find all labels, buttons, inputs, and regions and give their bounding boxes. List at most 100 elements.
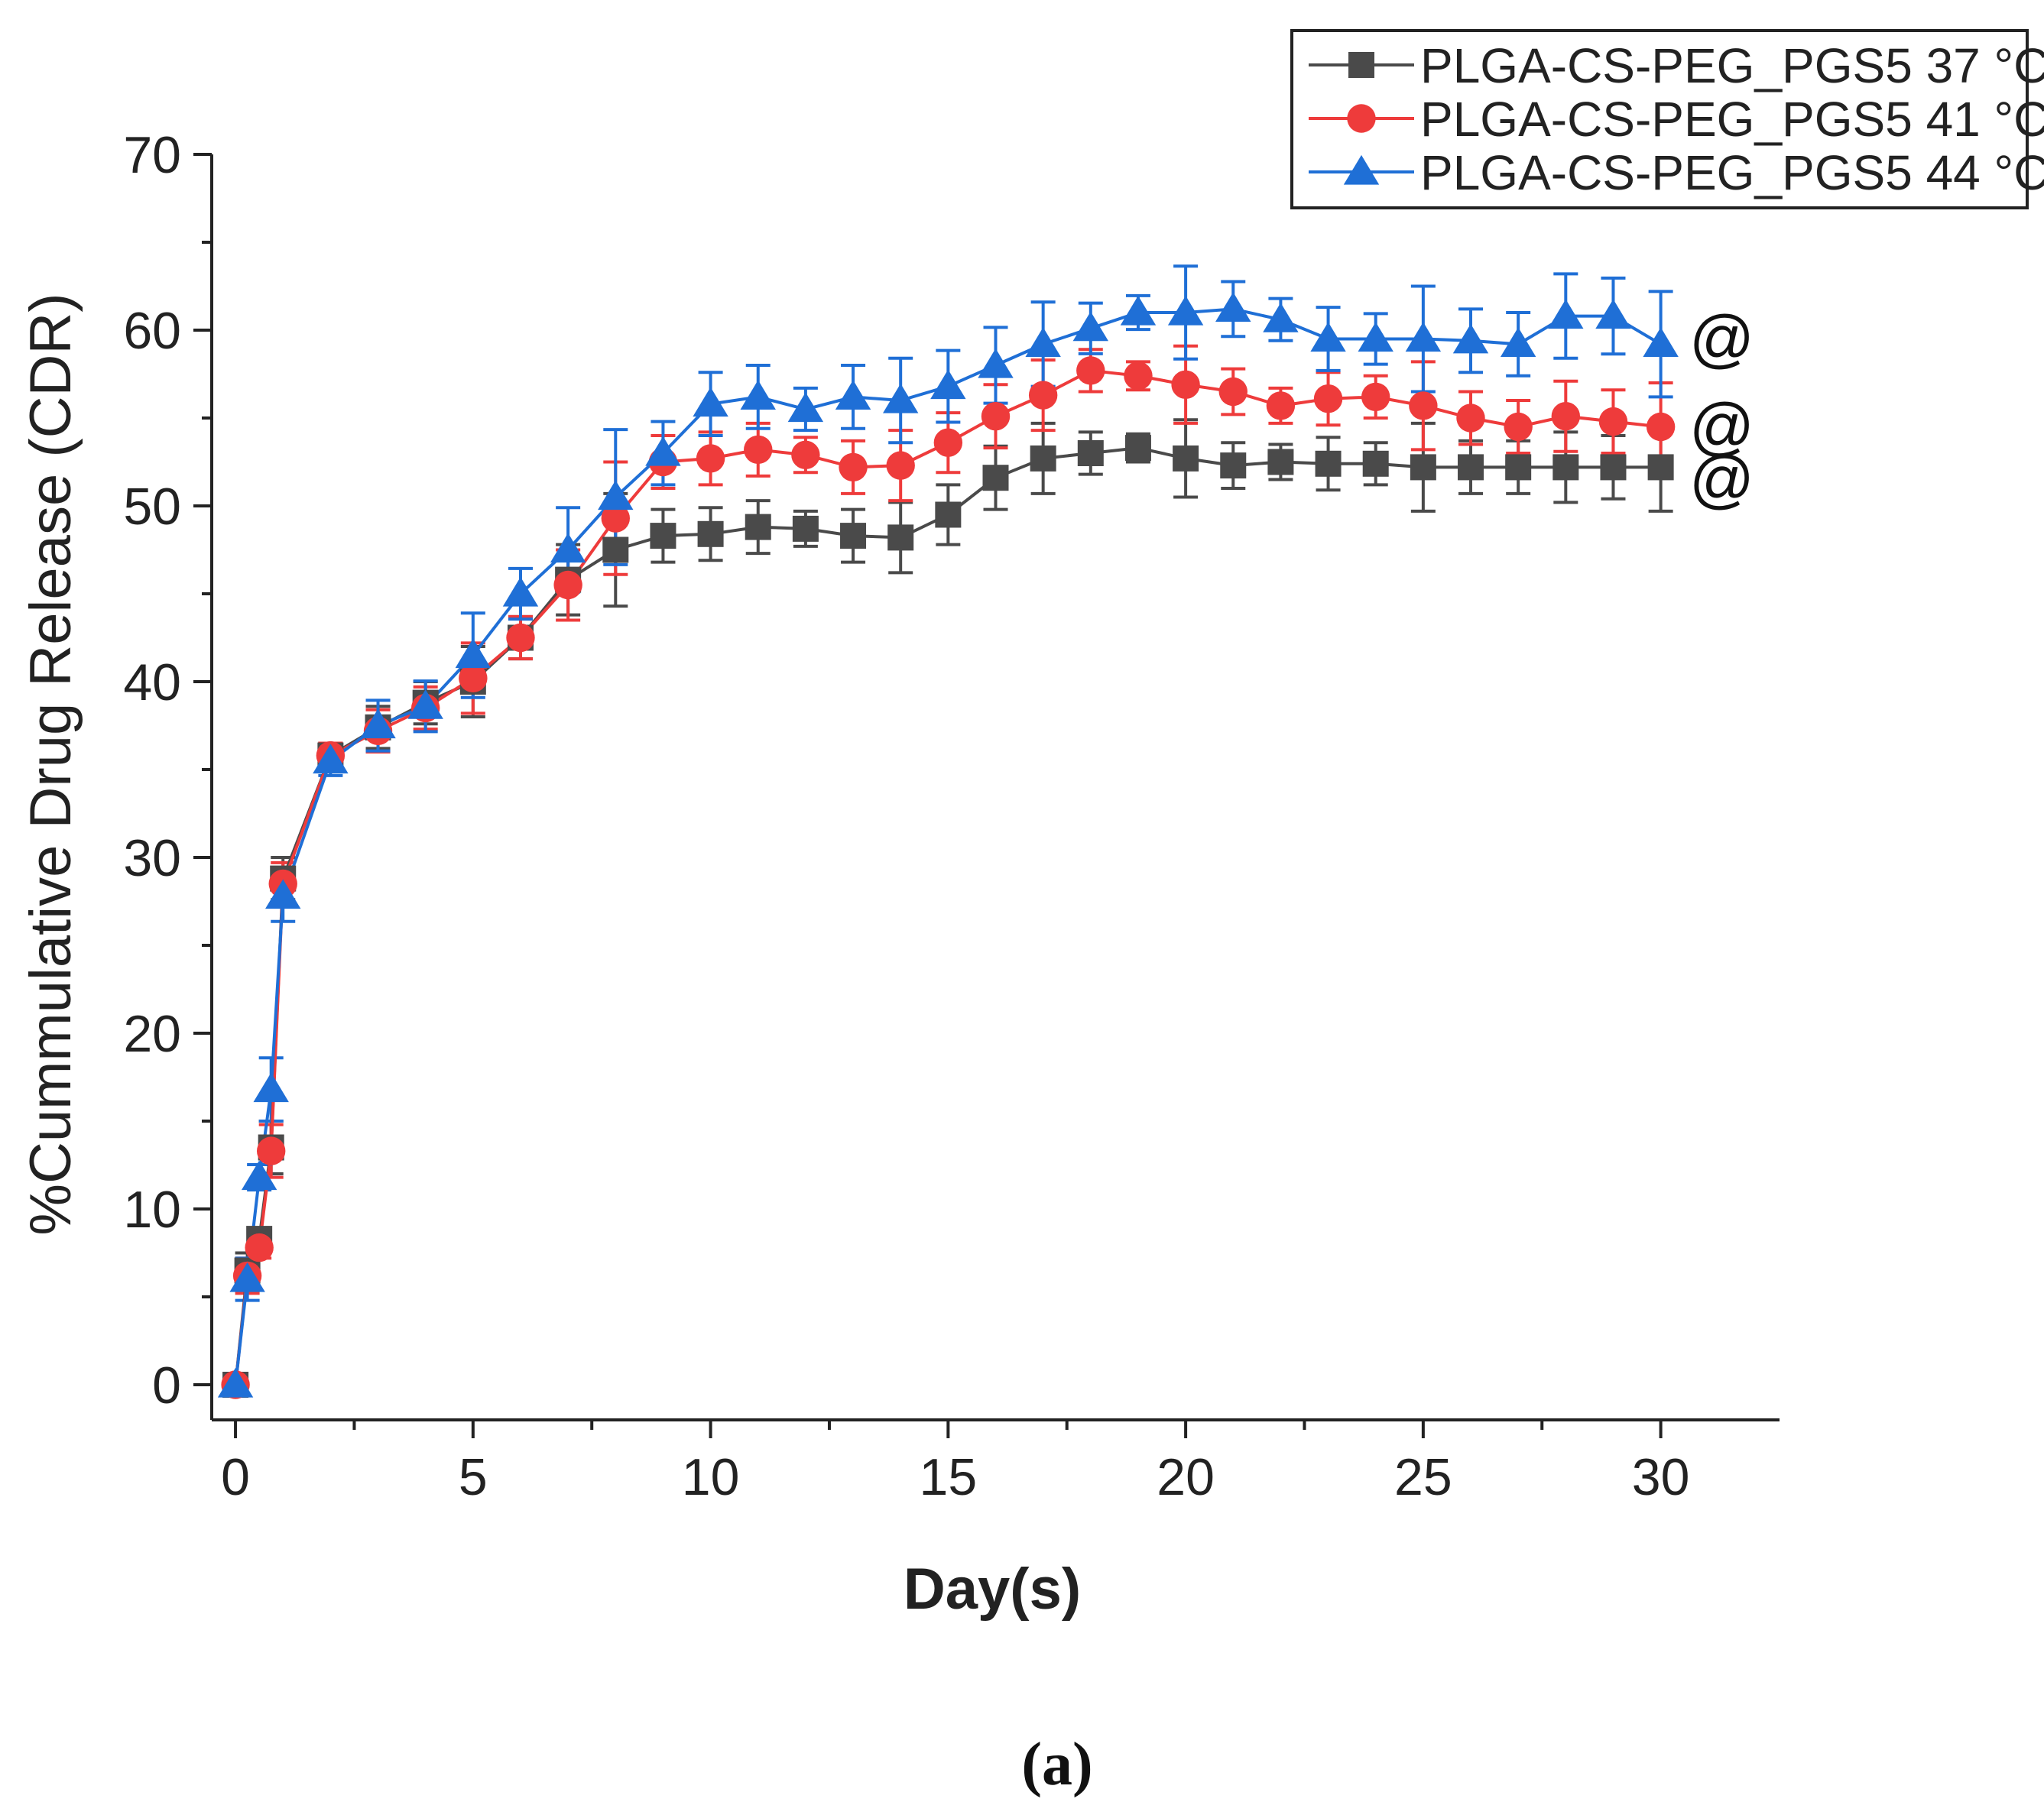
data-point-s2 <box>459 663 488 693</box>
data-point-s1 <box>697 520 724 547</box>
data-point-s1 <box>792 515 819 542</box>
data-point-s3 <box>229 1262 265 1292</box>
y-tick-label: 50 <box>123 478 181 536</box>
data-point-s1 <box>982 465 1009 491</box>
axes <box>193 153 1780 1438</box>
legend-label: PLGA-CS-PEG_PGS5 37 °C <box>1420 38 2044 93</box>
x-axis-title: Day(s) <box>904 1557 1081 1622</box>
data-point-s1 <box>1220 452 1247 479</box>
data-point-s3 <box>502 576 539 607</box>
data-point-s3 <box>645 436 681 466</box>
data-point-s2 <box>1266 391 1296 420</box>
data-point-s2 <box>1456 404 1485 433</box>
data-point-s2 <box>1171 370 1200 399</box>
y-tick-label: 70 <box>123 126 181 184</box>
data-point-s1 <box>1505 454 1532 481</box>
data-point-s1 <box>1077 440 1104 466</box>
data-point-s1 <box>1267 449 1294 475</box>
data-point-s2 <box>1504 412 1533 442</box>
data-point-s2 <box>1551 402 1581 431</box>
data-point-s2 <box>981 402 1011 431</box>
data-point-s3 <box>1025 327 1061 357</box>
data-point-s1 <box>1552 454 1579 481</box>
data-point-s1 <box>1647 454 1674 481</box>
data-point-s2 <box>1218 377 1247 407</box>
x-tick-label: 5 <box>459 1448 488 1506</box>
data-point-s3 <box>265 879 301 909</box>
data-point-s2 <box>886 451 915 480</box>
data-point-s1 <box>1124 435 1151 462</box>
data-point-s3 <box>1120 295 1157 326</box>
y-tick-label: 0 <box>152 1356 181 1415</box>
figure-caption: (a) <box>1021 1731 1092 1798</box>
x-tick-label: 30 <box>1632 1448 1690 1506</box>
data-point-s1 <box>935 501 962 528</box>
data-point-s3 <box>313 744 349 774</box>
data-point-s3 <box>1263 303 1299 332</box>
legend-marker <box>1343 154 1380 185</box>
data-point-s2 <box>506 623 535 653</box>
x-tick-label: 0 <box>221 1448 250 1506</box>
data-point-s3 <box>455 638 492 669</box>
data-point-s1 <box>1458 454 1484 481</box>
data-point-s2 <box>1313 384 1343 413</box>
data-point-s2 <box>696 444 725 473</box>
data-point-s1 <box>745 514 771 540</box>
data-point-s3 <box>1215 292 1251 322</box>
data-point-s3 <box>978 348 1014 378</box>
data-point-s3 <box>598 480 634 510</box>
data-point-s3 <box>882 383 919 413</box>
data-point-s1 <box>650 523 676 549</box>
data-point-s2 <box>1646 412 1676 442</box>
significance-marker: @ <box>1689 303 1754 374</box>
data-point-s1 <box>1362 450 1389 477</box>
data-point-s2 <box>553 570 582 600</box>
y-tick-label: 10 <box>123 1181 181 1239</box>
data-point-s2 <box>1124 361 1153 391</box>
significance-annotations: @@@ <box>1689 303 1754 515</box>
data-point-s3 <box>407 689 443 719</box>
series-markers <box>217 292 1679 1399</box>
x-tick-label: 10 <box>682 1448 740 1506</box>
data-point-s3 <box>1643 327 1679 357</box>
tick-labels: 0 10 20 30 40 50 60 70 0 5 10 15 20 25 30 <box>123 126 1689 1506</box>
data-point-s2 <box>1076 356 1105 385</box>
data-point-s1 <box>887 524 914 551</box>
data-point-s3 <box>1405 322 1442 352</box>
x-tick-label: 15 <box>920 1448 978 1506</box>
data-point-s1 <box>1173 445 1199 472</box>
y-tick-label: 40 <box>123 653 181 711</box>
data-point-s1 <box>602 536 629 563</box>
legend-marker <box>1348 52 1374 78</box>
data-point-s3 <box>1452 323 1489 354</box>
data-point-s3 <box>241 1160 277 1191</box>
legend-label: PLGA-CS-PEG_PGS5 41 °C <box>1420 92 2044 147</box>
data-point-s2 <box>256 1136 286 1165</box>
data-point-s2 <box>245 1233 274 1262</box>
data-point-s2 <box>744 435 773 465</box>
data-point-s1 <box>1410 454 1436 481</box>
data-point-s3 <box>930 369 966 400</box>
data-point-s3 <box>693 387 728 417</box>
data-point-s2 <box>601 504 630 533</box>
series-lines <box>234 307 1662 1386</box>
data-point-s3 <box>1310 322 1346 352</box>
data-point-s3 <box>253 1072 289 1103</box>
data-point-s2 <box>1598 407 1628 436</box>
data-point-s3 <box>787 392 824 423</box>
data-point-s2 <box>933 428 963 457</box>
y-tick-label: 20 <box>123 1005 181 1063</box>
data-point-s3 <box>1595 299 1631 329</box>
legend-marker <box>1347 104 1376 133</box>
data-point-s3 <box>550 533 586 563</box>
significance-marker: @ <box>1689 443 1754 515</box>
legend-label: PLGA-CS-PEG_PGS5 44 °C <box>1420 145 2044 200</box>
x-tick-label: 20 <box>1157 1448 1215 1506</box>
data-point-s1 <box>840 523 867 549</box>
data-point-s3 <box>1500 327 1536 357</box>
legend-box <box>1290 29 2029 209</box>
data-point-s1 <box>1600 454 1627 481</box>
data-point-s1 <box>1315 450 1342 477</box>
